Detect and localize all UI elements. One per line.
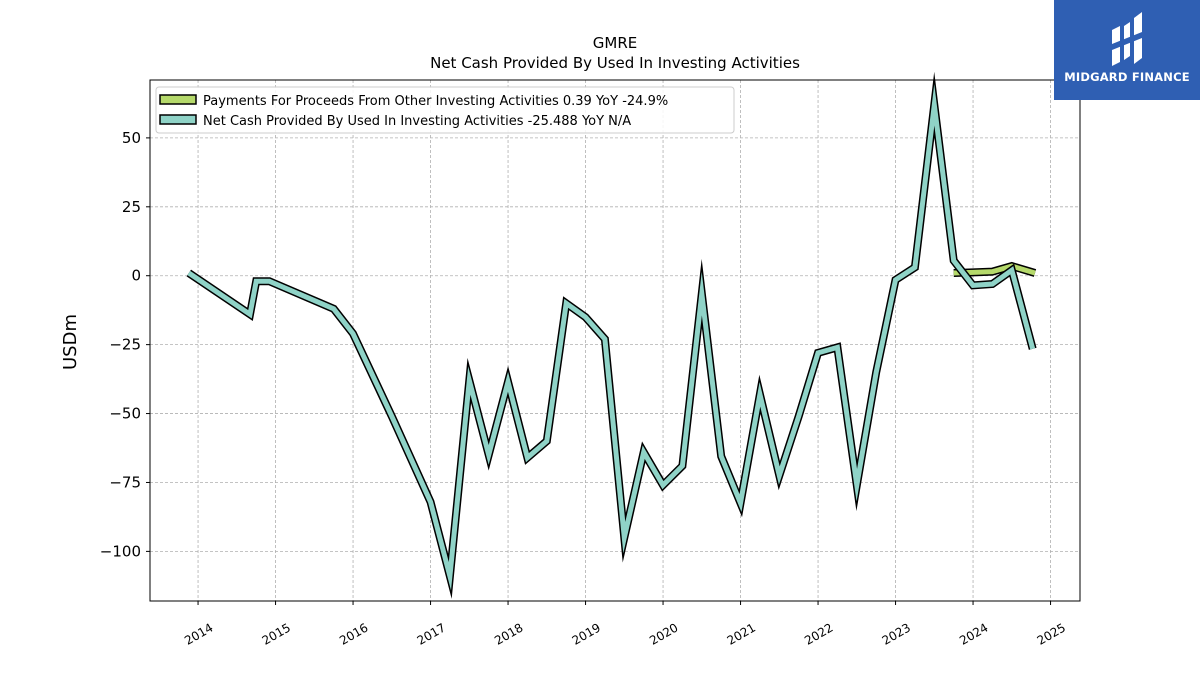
x-tick-label: 2025 [1035, 620, 1068, 647]
data-point [1030, 346, 1035, 351]
midgard-finance-logo-icon [1112, 12, 1142, 66]
data-point [757, 392, 762, 397]
data-point [186, 270, 191, 275]
data-point [247, 312, 252, 317]
data-point [254, 279, 259, 284]
data-point [622, 535, 627, 540]
data-point [796, 414, 801, 419]
data-point [932, 102, 937, 107]
legend: Payments For Proceeds From Other Investi… [155, 86, 735, 134]
chart-subtitle: Net Cash Provided By Used In Investing A… [430, 54, 800, 72]
data-point [699, 291, 704, 296]
data-point [990, 269, 995, 274]
data-point [912, 265, 917, 270]
data-point [525, 455, 530, 460]
y-tick-label: −100 [100, 542, 141, 560]
data-point [971, 283, 976, 288]
y-tick-label: 0 [131, 267, 141, 285]
data-point [351, 331, 356, 336]
x-tick-label: 2014 [182, 620, 215, 647]
data-point [389, 414, 394, 419]
x-tick-label: 2023 [880, 620, 913, 647]
x-tick-label: 2018 [492, 620, 525, 647]
midgard-finance-logo: MIDGARD FINANCE [1054, 0, 1200, 100]
data-point [467, 378, 472, 383]
data-point [267, 279, 272, 284]
data-point [583, 315, 588, 320]
data-point [564, 301, 569, 306]
data-point [641, 450, 646, 455]
x-tick-label: 2022 [802, 620, 835, 647]
series-line-outline [186, 71, 1037, 599]
x-tick-label: 2015 [260, 620, 293, 647]
legend-box [155, 86, 735, 134]
data-point [777, 473, 782, 478]
x-tick-label: 2019 [570, 620, 603, 647]
data-point [719, 454, 724, 459]
y-tick-label: 50 [122, 129, 141, 147]
data-point [602, 337, 607, 342]
y-tick-label: 25 [122, 198, 141, 216]
data-point [1033, 270, 1038, 275]
x-tick-label: 2024 [957, 620, 990, 647]
data-point [1009, 268, 1014, 273]
data-point [874, 370, 879, 375]
y-tick-label: −75 [109, 473, 141, 491]
series-line [187, 84, 1036, 591]
data-point [680, 463, 685, 468]
legend-swatch [159, 94, 197, 105]
logo-text: MIDGARD FINANCE [1064, 70, 1190, 84]
data-point [486, 452, 491, 457]
data-point [331, 306, 336, 311]
x-tick-label: 2021 [725, 620, 758, 647]
data-point [854, 483, 859, 488]
data-point [661, 483, 666, 488]
data-point [428, 499, 433, 504]
data-point [951, 258, 956, 263]
chart-title: GMRE [593, 34, 637, 52]
x-tick-label: 2017 [415, 620, 448, 647]
legend-swatch [159, 114, 197, 125]
data-point [951, 270, 956, 275]
data-point [447, 574, 452, 579]
data-point [544, 439, 549, 444]
x-tick-label: 2016 [337, 620, 370, 647]
data-point [835, 345, 840, 350]
legend-label: Net Cash Provided By Used In Investing A… [203, 114, 631, 129]
axes: 2014 2015 2016 2017 2018 2019 2020 2021 2022 2023… [100, 129, 1068, 648]
y-axis-label: USDm [60, 314, 81, 370]
y-tick-label: −50 [109, 405, 141, 423]
plot-frame [149, 79, 1081, 602]
series-layer [186, 71, 1038, 599]
data-point [990, 281, 995, 286]
data-point [506, 379, 511, 384]
data-point [816, 350, 821, 355]
legend-label: Payments For Proceeds From Other Investi… [203, 94, 668, 109]
data-point [893, 277, 898, 282]
x-tick-label: 2020 [647, 620, 680, 647]
data-point [738, 501, 743, 506]
y-tick-label: −25 [109, 336, 141, 354]
data-point [971, 270, 976, 275]
